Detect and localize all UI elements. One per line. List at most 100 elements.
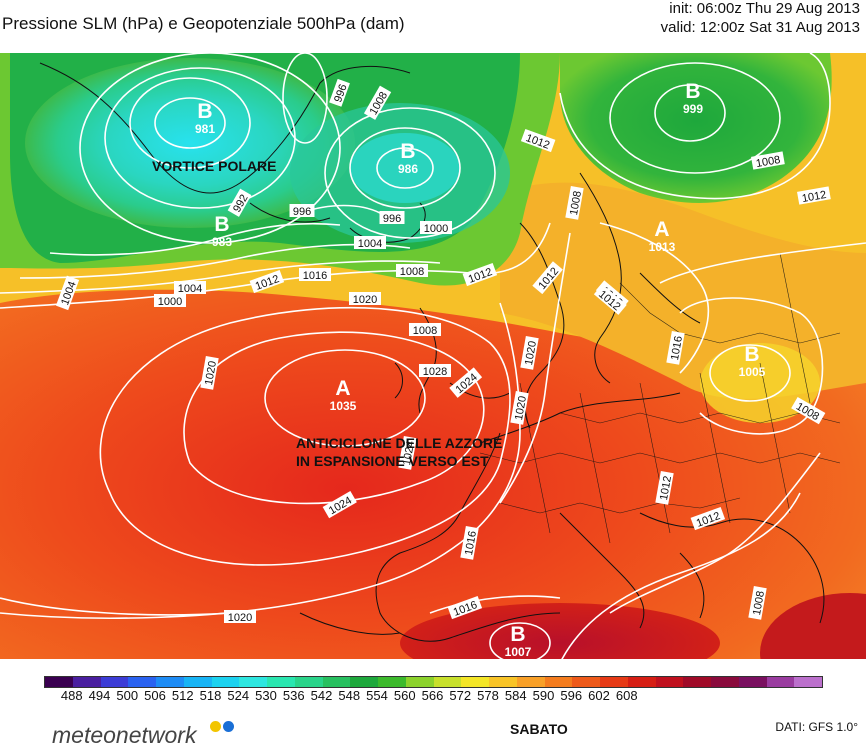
- isobar-label: 1000: [420, 221, 452, 235]
- isobar-label-box: [329, 78, 350, 107]
- low-pressure-center: B: [744, 343, 759, 366]
- isobar-label-text: 1016: [669, 335, 685, 361]
- isobar-label-box: [565, 186, 584, 220]
- isobar-label: 1020: [510, 391, 529, 425]
- isobar-label: 1020: [224, 610, 256, 624]
- colorbar-swatch: [211, 677, 240, 687]
- isobar-label: 1008: [565, 186, 584, 220]
- colorbar-swatch: [489, 677, 517, 687]
- colorbar-swatch: [461, 677, 489, 687]
- map-title: Pressione SLM (hPa) e Geopotenziale 500h…: [2, 14, 405, 33]
- pressure-center-value: 999: [683, 102, 703, 116]
- isobar-label-box: [289, 204, 315, 217]
- isobar-label-text: 1024: [401, 440, 417, 466]
- colorbar-swatch: [156, 677, 184, 687]
- pressure-center-value: 986: [398, 162, 418, 176]
- colorbar-swatch: [350, 677, 378, 687]
- isobar-label: 1028: [419, 364, 451, 378]
- valid-time: valid: 12:00z Sat 31 Aug 2013: [660, 19, 860, 36]
- colorbar-tick-label: 590: [532, 688, 555, 703]
- colorbar-swatch: [794, 677, 822, 687]
- isobar-label-text: 996: [293, 206, 311, 218]
- isobar-label-box: [447, 595, 483, 620]
- brand-logo: meteonetwork: [52, 722, 197, 748]
- isobar-label-text: 1008: [400, 266, 424, 278]
- colorbar-swatch: [322, 677, 351, 687]
- colorbar-tick-label: 542: [310, 688, 333, 703]
- isobar-label-box: [520, 128, 556, 153]
- colorbar-swatch: [738, 677, 767, 687]
- high-pressure-center: A: [335, 377, 350, 400]
- colorbar-ticks: 488 494 500 506 512 518 524 530 536 542 548 554 560 5…: [44, 688, 821, 704]
- low-pressure-center: B: [197, 100, 212, 123]
- colorbar-tick-label: 518: [199, 688, 222, 703]
- colorbar-swatch: [683, 677, 711, 687]
- isobar-label-text: 996: [332, 83, 350, 104]
- pressure-center-value: 1007: [505, 645, 532, 659]
- isobar-label-box: [532, 261, 563, 295]
- isobar-label-box: [666, 331, 685, 365]
- isobar-label: 1012: [797, 186, 831, 205]
- colorbar-tick-label: 524: [227, 688, 250, 703]
- isobar-label-box: [398, 436, 417, 470]
- isobar-label-box: [409, 323, 441, 336]
- isobar-label-box: [593, 284, 627, 315]
- isobar-label-box: [655, 471, 674, 505]
- isobar-label: 1008: [748, 586, 767, 620]
- colorbar-tick-label: 500: [116, 688, 139, 703]
- isobar-label-box: [55, 275, 80, 311]
- isobar-label-text: 1020: [228, 612, 252, 624]
- isobar-label-box: [419, 364, 451, 377]
- isobar-label-box: [690, 506, 726, 531]
- isobar-label-box: [200, 356, 219, 390]
- isobar-label-text: 1020: [203, 360, 219, 386]
- init-time: init: 06:00z Thu 29 Aug 2013: [669, 0, 860, 17]
- colorbar-swatch: [294, 677, 323, 687]
- colorbar-swatch: [544, 677, 573, 687]
- isobar-label-text: 1016: [303, 270, 327, 282]
- colorbar-tick-label: 602: [588, 688, 610, 703]
- isobar-label: 1020: [200, 356, 219, 390]
- day-label: SABATO: [510, 721, 568, 737]
- isobar-label: 1008: [396, 264, 428, 278]
- isobar-label-text: 1004: [358, 238, 382, 250]
- colorbar-tick-label: 566: [421, 688, 444, 703]
- isobar-label-box: [379, 211, 405, 224]
- colorbar-tick-label: 506: [144, 688, 166, 703]
- colorbar-tick-label: 578: [477, 688, 499, 703]
- colorbar-tick-label: 530: [255, 688, 277, 703]
- isobar-label-box: [462, 262, 498, 287]
- isobar-label-box: [227, 188, 252, 217]
- high-pressure-center: A: [654, 218, 669, 241]
- isobar-label-text: 1020: [513, 395, 529, 421]
- pressure-center-value: 981: [195, 122, 215, 136]
- colorbar-swatch: [600, 677, 628, 687]
- colorbar-tick-label: 608: [615, 688, 638, 703]
- isobar-label-box: [299, 268, 331, 281]
- isobar-label: 1020: [349, 292, 381, 306]
- isobar-label: 1020: [520, 336, 539, 370]
- isobar-label-text: 1000: [424, 223, 448, 235]
- pressure-center-value: 1035: [330, 399, 357, 413]
- isobar-label: 1008: [751, 151, 785, 170]
- colorbar-swatch: [405, 677, 434, 687]
- colorbar-swatch: [572, 677, 600, 687]
- isobar-label-text: 1008: [568, 190, 584, 216]
- country-borders: [479, 252, 841, 544]
- colorbar-tick-label: 572: [449, 688, 472, 703]
- isobar-label-text: 1016: [463, 530, 479, 556]
- isobar-label-text: 1020: [523, 340, 539, 366]
- low-pressure-center: B: [214, 213, 229, 236]
- isobar-label-text: 1008: [413, 325, 437, 337]
- isobar-label-box: [748, 586, 767, 620]
- pressure-center-value: 1013: [649, 240, 676, 254]
- isobar-label: 1000: [154, 294, 186, 308]
- isobar-label: 1016: [666, 331, 685, 365]
- colorbar-tick-label: 536: [282, 688, 305, 703]
- colorbar-swatch: [128, 677, 156, 687]
- isobar-label-box: [460, 526, 479, 560]
- isobar-label: 996: [329, 78, 350, 107]
- azores-annotation-line1: ANTICICLONE DELLE AZZORE: [296, 435, 502, 451]
- polar-vortex-annotation: VORTICE POLARE: [152, 158, 276, 174]
